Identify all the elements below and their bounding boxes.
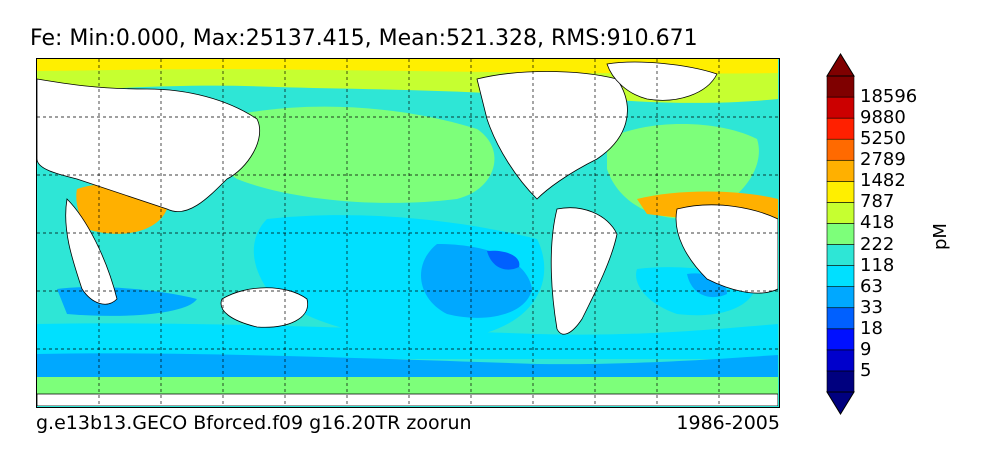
colorbar-segment [826,244,855,266]
colorbar-segment [826,286,855,309]
colorbar-tick-label: 18596 [860,86,918,108]
colorbar-segment [826,202,855,224]
arctic-band [37,59,778,74]
colorbar-segment [826,265,855,287]
colorbar-segment [826,75,855,98]
gridlines [37,59,778,406]
colorbar-tick-label: 118 [860,254,895,276]
colorbar-segment [826,370,855,393]
colorbar-tick-label: 222 [860,233,895,255]
colorbar-tick-label: 5250 [860,128,906,150]
colorbar-unit: pM [930,223,951,250]
colorbar-segment [826,117,855,140]
colorbar-segment [826,159,855,182]
colorbar-tick-label: 2789 [860,149,906,171]
map-plot [36,58,780,408]
antarctica-land [37,393,778,406]
colorbar-segment [826,181,855,203]
greenland-land [606,61,718,101]
africa-land [65,198,118,305]
eurasia-land [37,78,260,212]
australia-land [220,287,308,328]
colorbar-tick-label: 63 [860,275,883,297]
colorbar-min-arrow [826,391,855,415]
period-label: 1986-2005 [676,412,780,434]
colorbar-tick-label: 9880 [860,107,906,129]
colorbar-tick-label: 1482 [860,170,906,192]
colorbar-segment [826,223,855,245]
colorbar-segments [826,75,855,393]
sp-gyre-min [487,250,520,270]
colorbar-tick-label: 787 [860,191,895,213]
colorbar-tick-label: 18 [860,317,883,339]
colorbar-segment [826,307,855,330]
colorbar-segment [826,328,855,351]
colorbar-tick-label: 418 [860,212,895,234]
colorbar-max-arrow [826,53,855,77]
chart-title: Fe: Min:0.000, Max:25137.415, Mean:521.3… [30,26,698,51]
southern-ocean-1 [37,323,778,359]
run-label: g.e13b13.GECO Bforced.f09 g16.20TR zooru… [36,412,472,434]
colorbar [826,53,855,415]
south-america-land [550,207,618,335]
north-pacific [211,106,495,203]
africa-east-land [675,204,778,294]
colorbar-tick-label: 9 [860,338,872,360]
colorbar-segment [826,349,855,372]
north-america-land [476,71,628,200]
colorbar-segment [826,138,855,161]
colorbar-tick-label: 5 [860,359,872,381]
colorbar-segment [826,96,855,119]
colorbar-tick-label: 33 [860,296,883,318]
map-svg [37,59,778,406]
